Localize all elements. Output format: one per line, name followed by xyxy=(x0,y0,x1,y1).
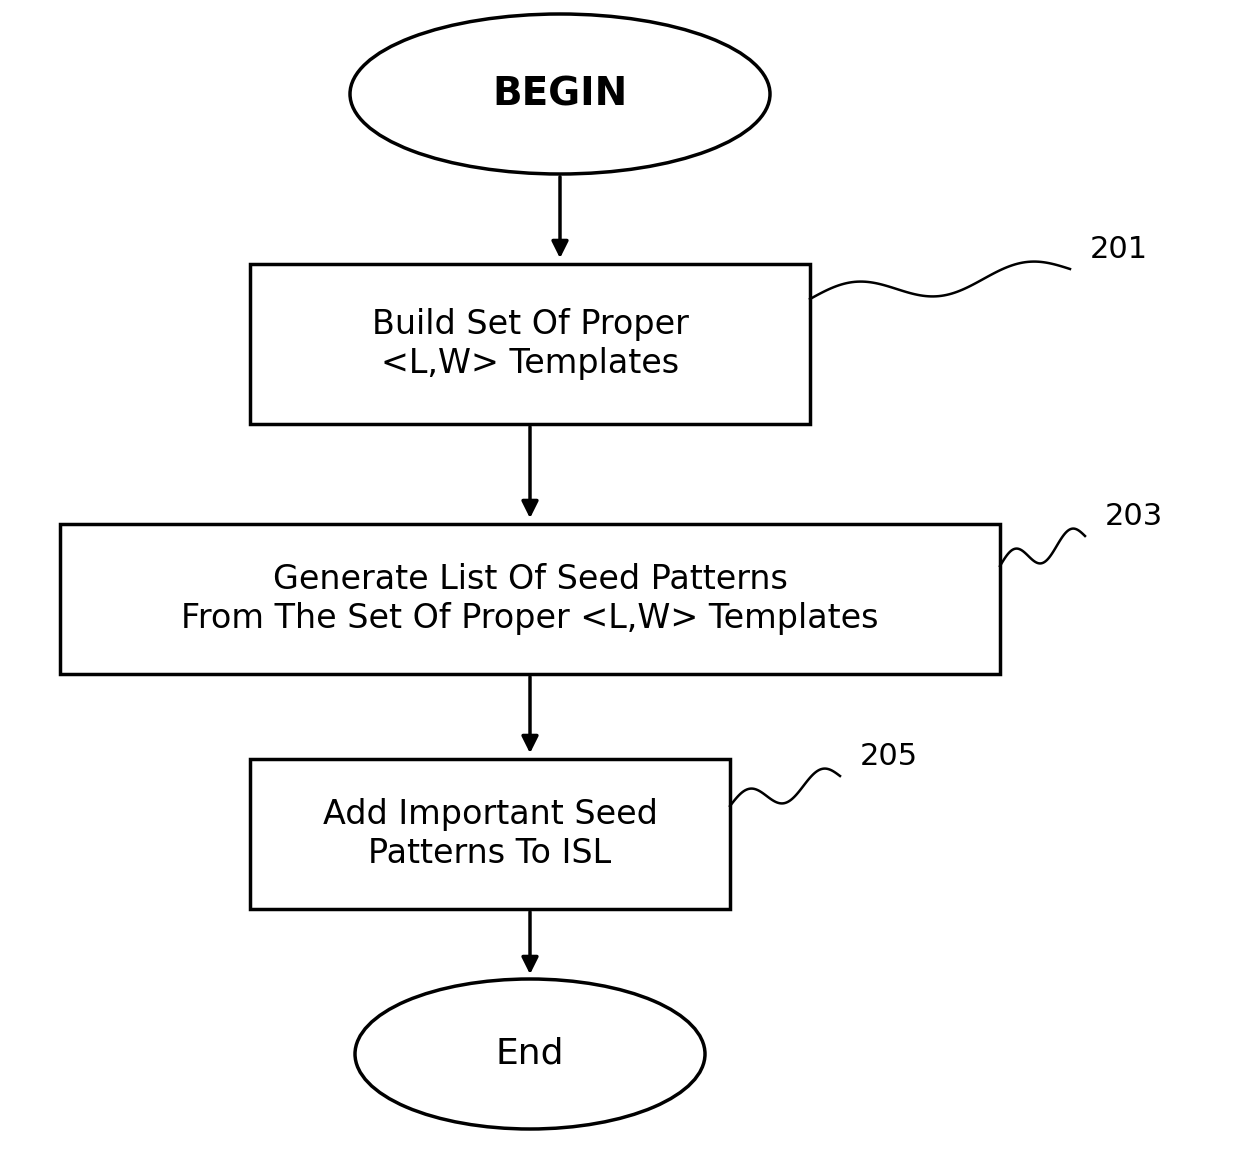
Text: 203: 203 xyxy=(1105,502,1163,531)
Bar xyxy=(60,524,999,674)
Text: BEGIN: BEGIN xyxy=(492,75,627,113)
Text: Add Important Seed
Patterns To ISL: Add Important Seed Patterns To ISL xyxy=(322,799,657,870)
Bar xyxy=(250,759,730,909)
Text: Build Set Of Proper
<L,W> Templates: Build Set Of Proper <L,W> Templates xyxy=(372,308,688,380)
Bar xyxy=(250,264,810,424)
Text: End: End xyxy=(496,1037,564,1071)
Text: Generate List Of Seed Patterns
From The Set Of Proper <L,W> Templates: Generate List Of Seed Patterns From The … xyxy=(181,563,879,635)
Text: 201: 201 xyxy=(1090,235,1148,264)
Ellipse shape xyxy=(355,979,706,1129)
Text: 205: 205 xyxy=(861,742,918,771)
Ellipse shape xyxy=(350,14,770,174)
